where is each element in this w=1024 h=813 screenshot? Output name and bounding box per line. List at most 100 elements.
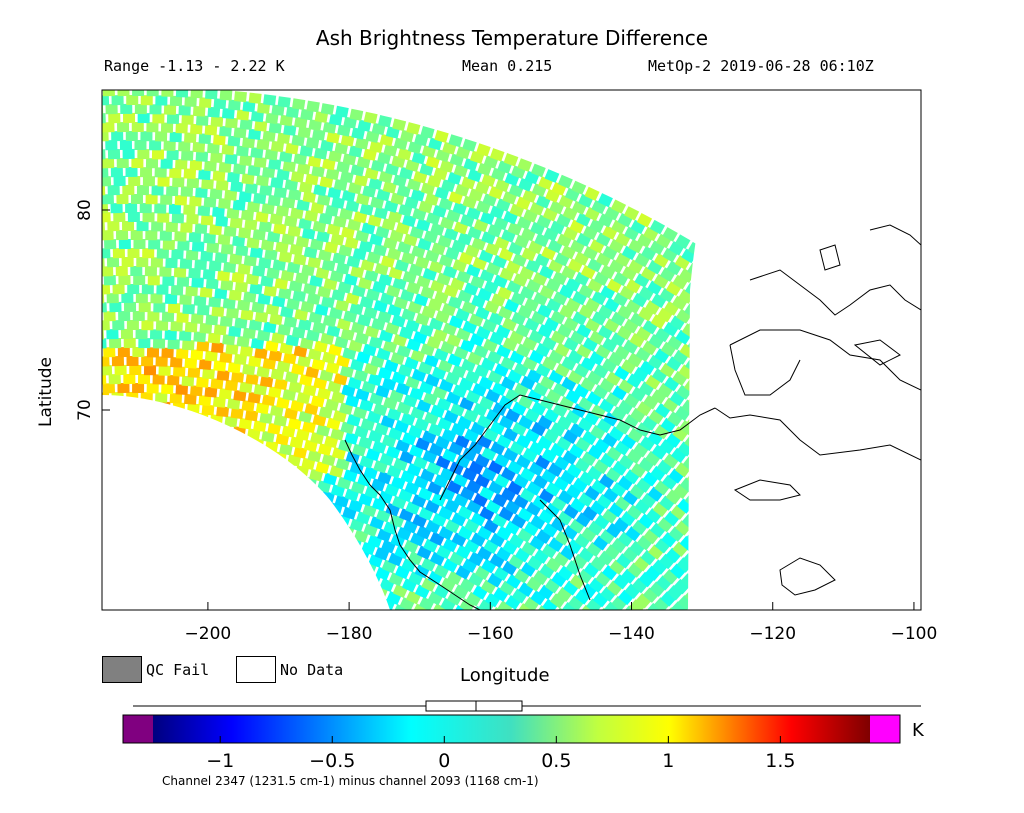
swath-pixel (168, 203, 182, 215)
swath-pixel (626, 448, 643, 464)
swath-pixel (636, 233, 653, 248)
swath-pixel (557, 565, 574, 581)
swath-pixel (244, 409, 259, 422)
swath-pixel (645, 374, 661, 390)
swath-pixel (349, 108, 364, 121)
swath-pixel (517, 603, 533, 610)
swath-pixel (313, 147, 328, 160)
swath-pixel (665, 547, 682, 564)
swath-pixel (102, 257, 105, 268)
swath-pixel (612, 292, 629, 307)
swath-pixel (674, 255, 691, 270)
swath-pixel (674, 462, 691, 478)
swath-pixel (617, 531, 634, 547)
swath-pixel (638, 306, 654, 322)
swath-pixel (526, 576, 542, 592)
swath-pixel (594, 438, 610, 454)
swath-pixel (347, 218, 362, 232)
swath-pixel (205, 278, 219, 290)
swath-pixel (149, 140, 162, 151)
swath-pixel (638, 571, 655, 588)
swath-pixel (123, 373, 136, 384)
swath-pixel (290, 207, 304, 220)
swath-pixel (594, 514, 610, 530)
swath-pixel (322, 351, 336, 364)
swath-pixel (304, 402, 319, 416)
swath-pixel (589, 330, 605, 346)
swath-pixel (279, 342, 294, 355)
swath-pixel (645, 565, 661, 581)
swath-pixel (351, 284, 366, 298)
swath-pixel (111, 130, 124, 142)
swath-pixel (603, 411, 619, 427)
swath-pixel (227, 398, 241, 410)
swath-pixel (505, 499, 521, 515)
swath-pixel (112, 283, 125, 295)
swath-pixel (521, 541, 537, 556)
swath-pixel (636, 401, 653, 417)
swath-pixel (307, 348, 322, 361)
swath-pixel (556, 415, 573, 431)
swath-pixel (397, 616, 412, 630)
swath-pixel (641, 340, 658, 356)
swath-pixel (597, 304, 614, 320)
swath-pixel (235, 245, 249, 257)
swath-pixel (154, 203, 167, 214)
swath-pixel (263, 321, 277, 334)
swath-pixel (320, 103, 335, 116)
swath-pixel (219, 315, 233, 327)
swath-pixel (598, 550, 614, 566)
swath-pixel (254, 311, 269, 323)
swath-pixel (614, 440, 631, 456)
swath-pixel (302, 191, 317, 204)
swath-pixel (654, 327, 671, 343)
satellite-time-text: MetOp-2 2019-06-28 06:10Z (648, 57, 874, 75)
swath-pixel (362, 185, 377, 198)
swath-pixel (230, 407, 244, 420)
swath-pixel (219, 125, 232, 137)
swath-pixel (169, 131, 182, 143)
swath-pixel (350, 164, 365, 177)
swath-pixel (654, 424, 670, 440)
swath-pixel (102, 140, 103, 151)
swath-pixel (639, 609, 656, 610)
swath-pixel (484, 592, 501, 608)
swath-pixel (244, 218, 258, 231)
swath-pixel (247, 391, 261, 404)
swath-pixel (568, 443, 585, 459)
swath-pixel (355, 229, 370, 243)
swath-pixel (301, 227, 316, 240)
swath-pixel (287, 612, 301, 625)
swath-pixel (311, 165, 325, 178)
swath-pixel (102, 113, 106, 124)
swath-pixel (204, 124, 218, 136)
swath-pixel (262, 130, 276, 142)
swath-pixel (261, 394, 276, 407)
swath-pixel (657, 517, 674, 533)
swath-pixel (342, 153, 357, 166)
swath-pixel (111, 355, 125, 367)
swath-pixel (291, 326, 306, 339)
swath-pixel (586, 391, 602, 406)
swath-pixel (260, 275, 274, 288)
swath-pixel (286, 261, 301, 274)
swath-pixel (139, 203, 152, 214)
swath-pixel (227, 135, 241, 147)
swath-pixel (115, 265, 128, 277)
swath-pixel (271, 331, 285, 344)
swath-pixel (518, 581, 534, 597)
swath-pixel (620, 568, 637, 584)
swath-pixel (268, 122, 282, 134)
swath-pixel (176, 276, 190, 287)
swath-pixel (315, 461, 330, 474)
swath-pixel (142, 176, 155, 187)
swath-pixel (201, 178, 214, 190)
swath-pixel (661, 532, 677, 548)
swath-pixel (575, 512, 592, 528)
swath-pixel (551, 571, 567, 588)
swath-pixel (406, 610, 421, 624)
swath-pixel (496, 546, 512, 562)
swath-pixel (294, 116, 308, 129)
swath-pixel (602, 432, 618, 448)
swath-pixel (145, 194, 158, 205)
